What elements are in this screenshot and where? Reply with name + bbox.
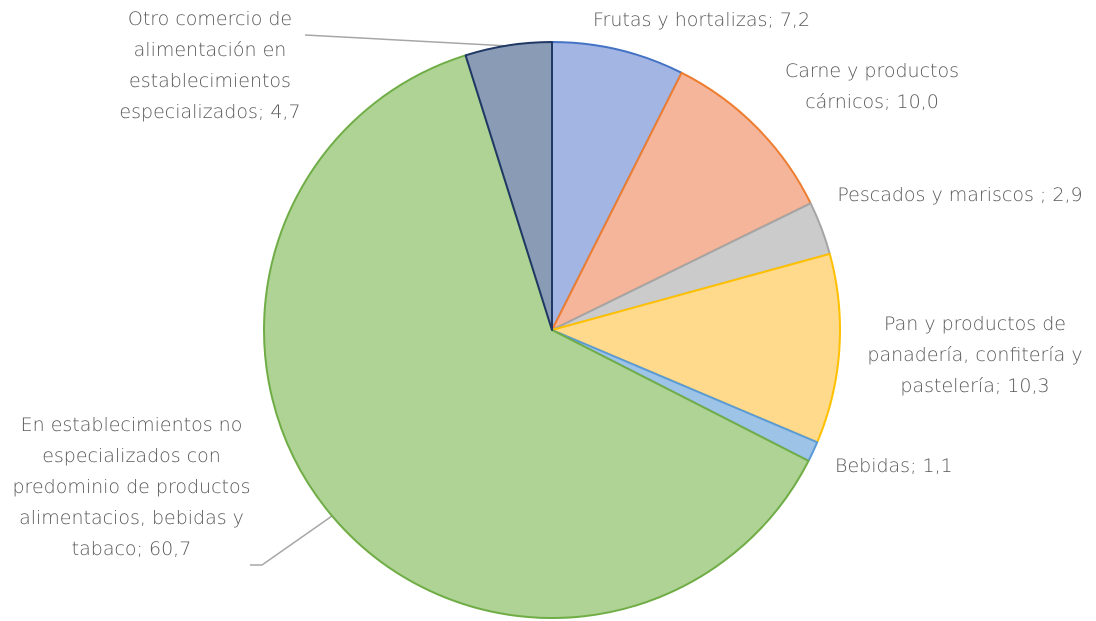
slice-label: Bebidas; 1,1 [835, 451, 1035, 482]
category: Frutas y hortalizas; [593, 9, 774, 31]
pie-slice [551, 71, 812, 331]
slice-label: Frutas y hortalizas; 7,2 [593, 5, 893, 36]
pie-slice [263, 54, 810, 619]
category: Carne y productos cárnicos; [784, 60, 960, 113]
slice-label: En establecimientos no especializados co… [4, 410, 259, 565]
category: Bebidas; [835, 455, 917, 477]
category: Pescados y mariscos ; [837, 184, 1047, 206]
slice-label: Carne y productos cárnicos; 10,0 [757, 56, 987, 118]
pie-slice [551, 41, 683, 331]
value-label: 4,7 [270, 101, 301, 123]
value-label: 1,1 [922, 455, 953, 477]
slice-label: Pescados y mariscos ; 2,9 [835, 180, 1085, 211]
value-label: 2,9 [1052, 184, 1083, 206]
pie-slice [551, 252, 841, 444]
slice-label: Pan y productos de panadería, confitería… [850, 309, 1096, 402]
value-label: 10,3 [1007, 375, 1050, 397]
value-label: 10,0 [896, 91, 939, 113]
value-label: 60,7 [149, 538, 192, 560]
pie-slice [464, 41, 553, 331]
slice-label: Otro comercio de alimentación en estable… [105, 4, 315, 128]
category: En establecimientos no especializados co… [12, 414, 251, 560]
leader-line [304, 34, 511, 47]
category: Otro comercio de alimentación en estable… [119, 8, 293, 123]
leader-line [250, 515, 333, 566]
category: Pan y productos de panadería, confitería… [867, 313, 1083, 397]
value-label: 7,2 [779, 9, 811, 31]
